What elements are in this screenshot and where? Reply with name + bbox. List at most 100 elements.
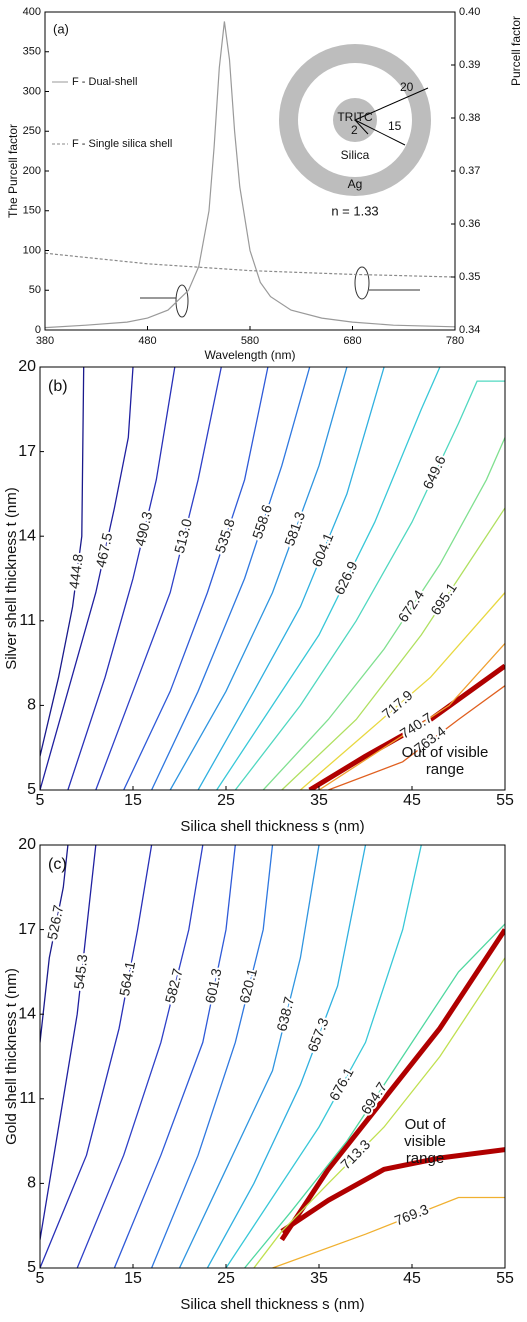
contour-label: 769.3 xyxy=(392,1201,431,1229)
contour-line xyxy=(150,845,274,1268)
contour-line xyxy=(299,592,505,790)
y-tick-label: 50 xyxy=(29,284,41,296)
contour-line xyxy=(262,437,505,790)
y-tick-label: 5 xyxy=(27,781,36,798)
x-tick-label: 55 xyxy=(496,792,514,809)
ellipse xyxy=(354,266,370,300)
contour-line xyxy=(272,1196,505,1268)
contour-label: 582.7 xyxy=(162,967,186,1005)
inset-label: Silica xyxy=(341,148,370,162)
x-tick-label: 25 xyxy=(217,792,235,809)
plot-frame xyxy=(39,844,506,1269)
y-tick-label: 14 xyxy=(18,527,36,544)
x-tick-label: 380 xyxy=(36,335,54,347)
x-tick-label: 5 xyxy=(36,1270,45,1287)
contour-line xyxy=(40,845,69,1043)
panel-label: (b) xyxy=(48,378,68,395)
contour-label: 638.7 xyxy=(273,995,297,1033)
boundary-line xyxy=(280,1147,505,1234)
contour-line xyxy=(206,845,367,1268)
boundary-line xyxy=(279,928,505,1242)
y-axis-title: Silver shell thickness t (nm) xyxy=(3,487,20,670)
annotation: Out of xyxy=(405,1116,447,1133)
contour-line xyxy=(178,845,320,1268)
annotation: range xyxy=(426,761,464,778)
x-axis-title: Silica shell thickness s (nm) xyxy=(180,1296,364,1313)
contour-label: 564.1 xyxy=(116,960,138,998)
contour-label: 672.4 xyxy=(395,587,428,625)
contour-label: 626.9 xyxy=(331,558,361,597)
y2-tick-label: 0.39 xyxy=(459,59,480,71)
legend-label: F - Single silica shell xyxy=(72,138,172,150)
inset-label: TRITC xyxy=(337,110,373,124)
contour-line xyxy=(40,845,97,1240)
contour-line xyxy=(197,367,385,790)
x-tick-label: 55 xyxy=(496,1270,514,1287)
y-tick-label: 0 xyxy=(35,324,41,336)
inset-label: 15 xyxy=(388,119,402,133)
contour-line xyxy=(40,367,134,790)
contour-label: 526.7 xyxy=(44,903,67,941)
y2-tick-label: 0.37 xyxy=(459,165,480,177)
contour-line xyxy=(123,367,269,790)
contour-label: 535.8 xyxy=(212,516,238,554)
contour-label: 513.0 xyxy=(171,517,195,555)
contour-line xyxy=(67,367,176,790)
x-tick-label: 25 xyxy=(217,1270,235,1287)
plot-frame xyxy=(39,366,506,791)
contour-line xyxy=(244,923,505,1268)
contour-line xyxy=(40,367,85,757)
annotation: visible xyxy=(404,1133,446,1150)
inset-label: Ag xyxy=(348,177,363,191)
contour-line xyxy=(113,845,236,1268)
x-tick-label: 45 xyxy=(403,792,421,809)
contour-line xyxy=(169,367,348,790)
y-tick-label: 20 xyxy=(18,836,36,853)
data-line xyxy=(45,21,455,329)
x-axis-title: Wavelength (nm) xyxy=(205,348,296,362)
contour-label: 490.3 xyxy=(132,510,156,548)
panel-label: (c) xyxy=(48,856,67,873)
x-tick-label: 35 xyxy=(310,1270,328,1287)
contour-line xyxy=(151,367,311,790)
y-tick-label: 17 xyxy=(18,921,36,938)
x-tick-label: 15 xyxy=(124,792,142,809)
y-tick-label: 5 xyxy=(27,1259,36,1276)
y-tick-label: 350 xyxy=(23,46,41,58)
y2-tick-label: 0.40 xyxy=(459,6,480,18)
y-axis-title: The Purcell factor xyxy=(6,124,20,218)
panel-label: (a) xyxy=(53,21,69,36)
y-axis-title: Gold shell thickness t (nm) xyxy=(3,968,20,1145)
plot xyxy=(40,845,505,1268)
y-tick-label: 150 xyxy=(23,205,41,217)
inset: TRITC Silica Ag 20 15 2 n = 1.33 xyxy=(279,44,431,218)
contour-line xyxy=(318,642,505,790)
contour-line xyxy=(40,845,153,1268)
x-tick-label: 5 xyxy=(36,792,45,809)
contour-line xyxy=(234,380,505,790)
contour-label: 581.3 xyxy=(281,509,308,548)
y-tick-label: 300 xyxy=(23,85,41,97)
annotation: range xyxy=(406,1150,444,1167)
x-tick-label: 35 xyxy=(310,792,328,809)
x-tick-label: 480 xyxy=(138,335,156,347)
boundary-line xyxy=(308,663,505,790)
plot xyxy=(45,21,455,329)
y-tick-label: 400 xyxy=(23,6,41,18)
y-tick-label: 100 xyxy=(23,244,41,256)
y-tick-label: 11 xyxy=(19,612,36,629)
x-axis-title: Silica shell thickness s (nm) xyxy=(180,818,364,835)
plot xyxy=(40,367,505,790)
contour-line xyxy=(76,845,204,1268)
y-tick-label: 200 xyxy=(23,165,41,177)
inset-label: 20 xyxy=(400,80,414,94)
y-tick-label: 17 xyxy=(18,443,36,460)
contour-line xyxy=(95,367,222,790)
y2-tick-label: 0.34 xyxy=(459,324,480,336)
arrow xyxy=(354,119,369,135)
contour-label: 545.3 xyxy=(71,953,91,990)
contour-line xyxy=(225,845,422,1268)
y2-tick-label: 0.36 xyxy=(459,218,480,230)
